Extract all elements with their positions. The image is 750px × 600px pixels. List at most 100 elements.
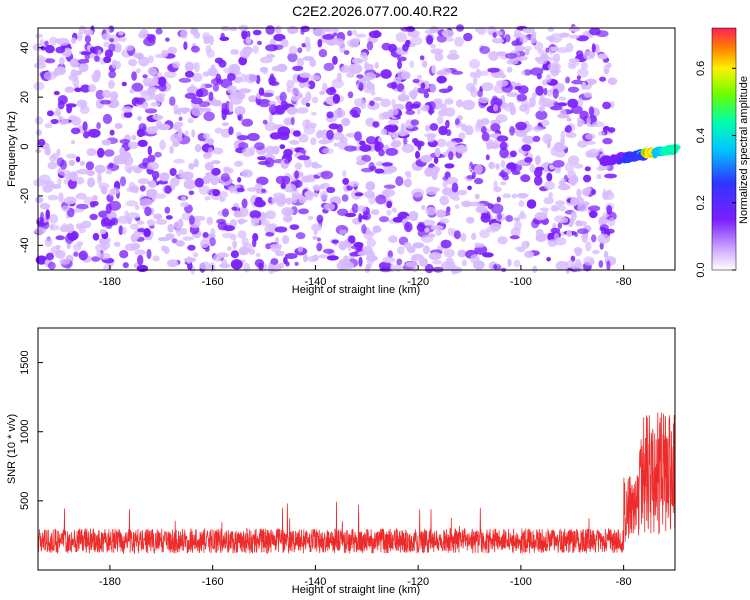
heatmap-cell (138, 56, 150, 67)
heatmap-cell (524, 250, 535, 259)
heatmap-cell (436, 75, 447, 84)
heatmap-cell (169, 145, 174, 154)
heatmap-cell (89, 201, 96, 208)
heatmap-cell (529, 163, 536, 173)
heatmap-cell (208, 91, 214, 102)
heatmap-cell (352, 113, 360, 118)
heatmap-cell (297, 47, 303, 54)
heatmap-cell (577, 67, 589, 78)
heatmap-cell (165, 215, 173, 220)
heatmap-cell (488, 143, 500, 150)
heatmap-cell (532, 126, 543, 132)
heatmap-cell (372, 225, 382, 233)
heatmap-cell (545, 35, 556, 41)
heatmap-cell (545, 56, 554, 62)
heatmap-cell (187, 244, 196, 251)
heatmap-cell (65, 153, 77, 159)
heatmap-cell (241, 198, 248, 209)
heatmap-cell (343, 255, 349, 262)
heatmap-cell (394, 263, 402, 272)
heatmap-cell (422, 245, 430, 255)
heatmap-cell (331, 239, 339, 244)
heatmap-cell (231, 206, 238, 211)
heatmap-cell (370, 90, 376, 96)
heatmap-cell (110, 91, 119, 101)
heatmap-cell (455, 144, 468, 154)
heatmap-cell (257, 40, 262, 46)
heatmap-cell (317, 129, 322, 138)
heatmap-cell (34, 227, 47, 235)
heatmap-cell (244, 73, 257, 84)
heatmap-cell (454, 204, 460, 209)
heatmap-cell (599, 226, 607, 232)
heatmap-cell (312, 185, 321, 191)
heatmap-cell (410, 103, 420, 109)
heatmap-cell (157, 123, 171, 131)
heatmap-cell (282, 235, 290, 245)
heatmap-cell (287, 26, 299, 35)
heatmap-cell (101, 139, 112, 146)
heatmap-cell (342, 177, 350, 185)
heatmap-cell (442, 176, 449, 181)
heatmap-cell (352, 58, 364, 64)
heatmap-cell (51, 184, 62, 189)
heatmap-cell (298, 208, 309, 215)
heatmap-cell (558, 96, 567, 101)
heatmap-cell (173, 221, 182, 229)
heatmap-cell (49, 224, 60, 231)
heatmap-cell (326, 186, 336, 194)
heatmap-cell (294, 261, 299, 266)
heatmap-cell (128, 58, 138, 67)
heatmap-cell (229, 187, 235, 194)
heatmap-cell (159, 172, 170, 182)
heatmap-cell (479, 70, 489, 77)
heatmap-cell (273, 33, 286, 42)
heatmap-cell (351, 29, 358, 36)
heatmap-cell (204, 196, 211, 201)
heatmap-cell (432, 260, 443, 265)
heatmap-cell (144, 206, 152, 217)
heatmap-cell (239, 49, 251, 59)
heatmap-cell (33, 81, 45, 91)
heatmap-cell (392, 139, 402, 148)
heatmap-cell (439, 195, 450, 206)
heatmap-cell (297, 155, 311, 161)
heatmap-cell (318, 49, 328, 58)
heatmap-cell (552, 160, 565, 168)
heatmap-cell (108, 162, 114, 169)
heatmap-cell (193, 158, 199, 168)
heatmap-cell (534, 212, 548, 221)
heatmap-cell (383, 184, 396, 189)
heatmap-cell (568, 178, 579, 183)
heatmap-cell (139, 185, 146, 192)
heatmap-cell (184, 92, 197, 99)
heatmap-cell (152, 75, 159, 86)
heatmap-cell (147, 154, 156, 163)
heatmap-cell (505, 215, 514, 222)
heatmap-cell (66, 242, 71, 250)
heatmap-cell (405, 110, 416, 115)
heatmap-cell (207, 147, 214, 157)
heatmap-cell (436, 209, 446, 218)
heatmap-cell (486, 226, 500, 233)
heatmap-cell (452, 196, 461, 201)
heatmap-cell (333, 32, 338, 37)
heatmap-cell (487, 203, 494, 210)
heatmap-cell (79, 160, 85, 166)
heatmap-cell (509, 125, 515, 136)
heatmap-cell (103, 56, 112, 64)
heatmap-cell (161, 49, 169, 57)
heatmap-cell (535, 85, 544, 96)
heatmap-cell (260, 219, 270, 226)
heatmap-cell (492, 32, 497, 39)
heatmap-cell (531, 92, 537, 99)
heatmap-cell (192, 72, 203, 82)
heatmap-cell (268, 101, 277, 106)
heatmap-cell (401, 89, 406, 96)
heatmap-cell (551, 63, 560, 70)
heatmap-cell (178, 77, 192, 83)
heatmap-cell (582, 50, 594, 60)
heatmap-cell (513, 217, 521, 222)
heatmap-cell (355, 33, 367, 38)
heatmap-cell (153, 213, 163, 220)
